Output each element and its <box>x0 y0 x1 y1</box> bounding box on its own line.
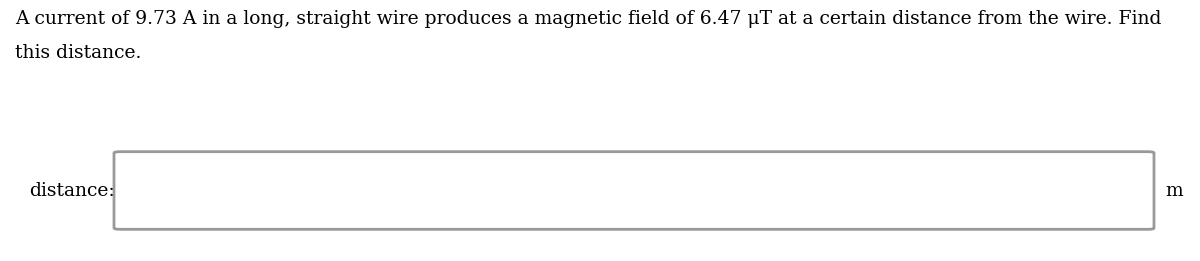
FancyBboxPatch shape <box>114 152 1154 229</box>
Text: A current of 9.73 A in a long, straight wire produces a magnetic field of 6.47 μ: A current of 9.73 A in a long, straight … <box>14 10 1162 28</box>
Text: this distance.: this distance. <box>14 44 142 62</box>
Text: distance:: distance: <box>29 181 115 199</box>
Text: m: m <box>1165 181 1183 199</box>
